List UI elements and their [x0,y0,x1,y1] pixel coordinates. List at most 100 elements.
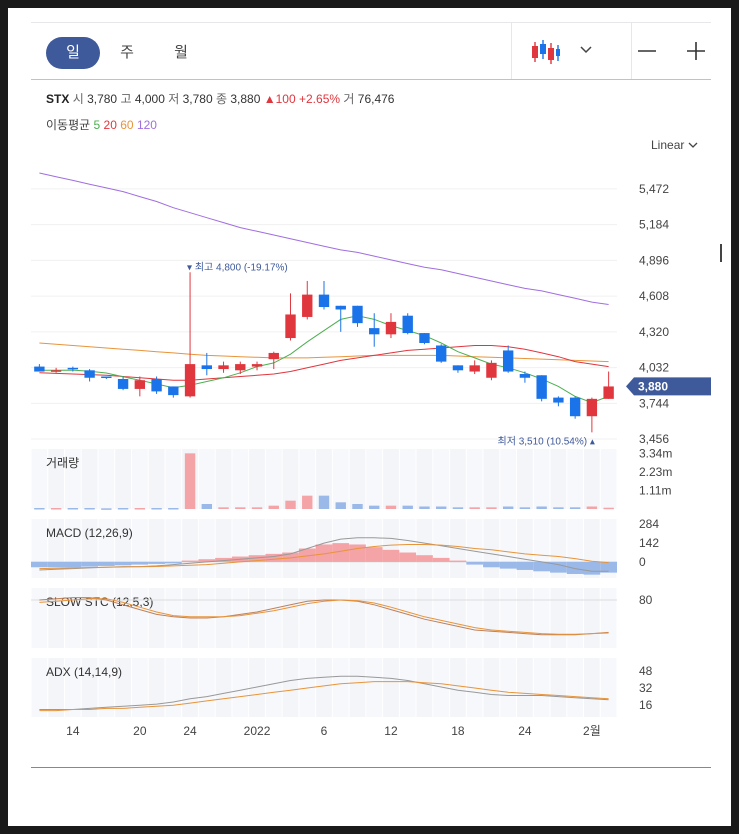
volume-bar[interactable] [519,507,531,509]
panel-column-bg [433,588,450,648]
candle-body[interactable] [603,386,614,399]
volume-bar[interactable] [385,505,397,509]
volume-bar[interactable] [335,502,346,509]
candle-body[interactable] [385,321,397,335]
candle-body[interactable] [235,364,246,371]
volume-bar[interactable] [285,500,296,509]
chart-window: 일 주 월 STX 시 3,780 고 4,000 저 3,780 종 3,88… [8,8,731,826]
candle-body[interactable] [369,328,380,335]
volume-bar[interactable] [67,508,79,510]
volume-bar[interactable] [318,495,330,509]
panel-column-bg [517,449,533,509]
candle-body[interactable] [318,294,330,308]
macd-label: MACD (12,26,9) [46,526,133,540]
candle-body[interactable] [168,386,179,396]
candle-body[interactable] [302,294,313,317]
candle-body[interactable] [569,397,581,417]
candle-body[interactable] [134,380,146,389]
panel-column-bg [165,519,182,578]
candle-body[interactable] [335,305,346,310]
x-axis-tick: 2022 [244,724,271,738]
volume-bar[interactable] [218,507,229,509]
panel-column-bg [165,658,182,717]
candle-body[interactable] [67,367,79,370]
candle-body[interactable] [553,397,564,403]
chart-canvas[interactable]: 5,472 5,184 4,896 4,608 4,320 4,032 3,744 3,456… [8,8,731,826]
volume-bar[interactable] [569,507,581,509]
volume-bar[interactable] [168,508,179,510]
candle-body[interactable] [352,305,363,324]
panel-column-bg [433,519,450,578]
candlestick-icon[interactable] [531,39,561,65]
candle-body[interactable] [469,365,480,372]
panel-column-bg [64,658,81,717]
volume-bar[interactable] [134,508,146,510]
candle-body[interactable] [251,364,263,367]
candle-body[interactable] [419,333,430,344]
candle-body[interactable] [285,314,296,339]
scale-dropdown[interactable]: Linear [651,138,698,152]
candle-body[interactable] [436,345,447,362]
candle-body[interactable] [84,370,95,378]
candle-body[interactable] [586,398,598,417]
panel-column-bg [31,449,48,509]
volume-bar[interactable] [251,507,263,509]
period-day-button[interactable]: 일 [46,37,100,69]
chevron-down-icon[interactable] [579,45,593,55]
volume-bar[interactable] [536,506,547,510]
candle-body[interactable] [34,366,45,372]
macd-histogram-bar [416,555,433,562]
macd-histogram-bar [215,557,232,562]
volume-bar[interactable] [235,507,246,509]
volume-bar[interactable] [469,507,480,509]
volume-bar[interactable] [586,506,598,510]
macd-histogram-bar [97,561,115,566]
volume-bar[interactable] [553,507,564,509]
panel-column-bg [349,658,366,717]
volume-bar[interactable] [101,508,112,510]
volume-bar[interactable] [34,508,45,510]
minus-icon[interactable] [635,39,659,63]
panel-column-bg [584,588,600,648]
volume-bar[interactable] [50,508,62,510]
volume-bar[interactable] [369,505,380,509]
candle-body[interactable] [50,370,62,372]
macd-histogram-bar [47,561,65,568]
volume-bar[interactable] [201,504,212,509]
plus-icon[interactable] [684,39,708,63]
scale-label: Linear [651,138,685,152]
candle-body[interactable] [486,362,497,378]
period-week-button[interactable]: 주 [120,44,134,61]
volume-bar[interactable] [352,504,363,509]
volume-bar[interactable] [402,505,413,509]
volume-bar[interactable] [603,507,614,510]
candle-body[interactable] [117,378,129,389]
volume-bar[interactable] [486,507,497,509]
volume-bar[interactable] [184,453,196,509]
candle-body[interactable] [151,378,162,392]
candle-body[interactable] [519,374,531,378]
panel-column-bg [249,588,265,648]
candle-body[interactable] [402,315,413,334]
candle-body[interactable] [268,352,279,360]
volume-bar[interactable] [268,505,279,509]
volume-bar[interactable] [117,508,129,510]
candle-body[interactable] [201,365,212,370]
candle-body[interactable] [536,375,547,399]
volume-bar[interactable] [502,506,514,510]
volume-bar[interactable] [151,508,162,510]
volume-bar[interactable] [84,508,95,510]
high-value: 4,000 [134,92,165,106]
volume-bar[interactable] [302,495,313,509]
candle-body[interactable] [218,365,229,370]
candle-body[interactable] [452,365,464,371]
volume-bar[interactable] [452,507,464,509]
panel-column-bg [64,449,81,509]
adx-axis-tick: 48 [639,664,653,678]
candle-body[interactable] [502,350,514,372]
candle-body[interactable] [184,364,196,397]
candle-body[interactable] [101,376,112,379]
volume-bar[interactable] [419,506,430,510]
volume-bar[interactable] [436,506,447,510]
period-month-button[interactable]: 월 [174,44,188,61]
